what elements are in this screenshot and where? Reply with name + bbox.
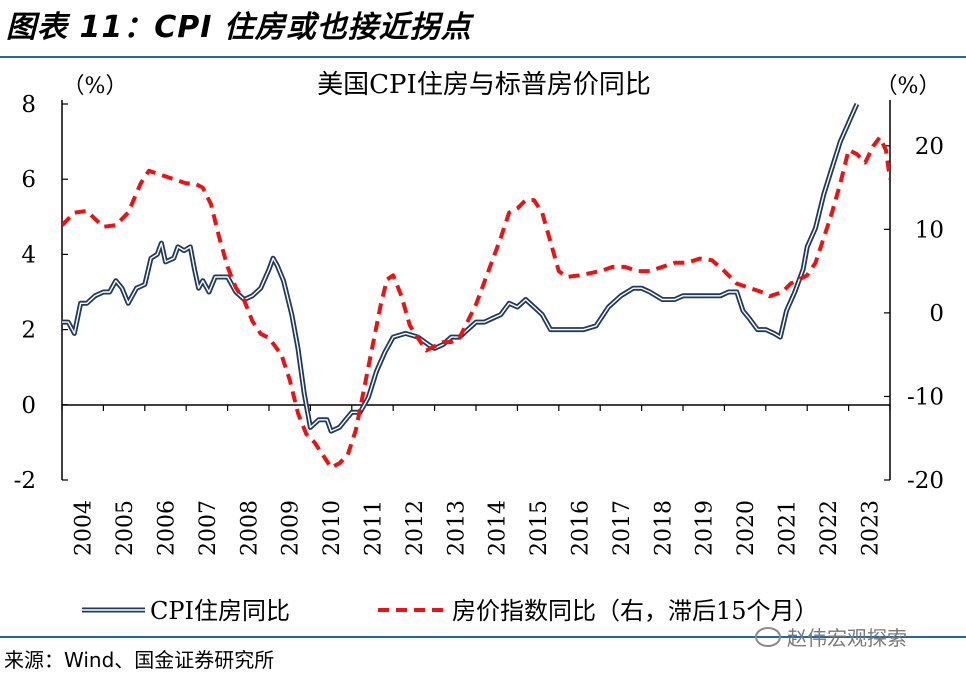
left-tick-label: 6 <box>21 167 36 193</box>
x-tick-label: 2008 <box>237 500 262 556</box>
wechat-icon <box>755 626 781 647</box>
right-tick-label: 20 <box>915 134 944 160</box>
x-tick-label: 2020 <box>734 500 759 556</box>
x-tick-label: 2006 <box>155 500 180 556</box>
x-tick-label: 2018 <box>651 500 676 556</box>
x-tick-label: 2021 <box>776 500 801 556</box>
x-tick-label: 2022 <box>817 500 842 556</box>
x-tick-label: 2016 <box>569 500 594 556</box>
chart-title: 美国CPI住房与标普房价同比 <box>317 70 651 100</box>
left-tick-label: 2 <box>21 318 36 344</box>
chart: 美国CPI住房与标普房价同比 （%） （%） 86420-220100-10-2… <box>14 70 944 625</box>
x-tick-label: 2009 <box>279 500 304 556</box>
right-tick-label: 10 <box>915 217 944 243</box>
legend: CPI住房同比 房价指数同比（右，滞后15个月） <box>82 597 819 625</box>
watermark: 赵伟宏观探索 <box>755 622 907 651</box>
legend-label-cpi: CPI住房同比 <box>150 597 290 625</box>
x-tick-label: 2011 <box>362 500 387 556</box>
right-tick-label: 0 <box>929 301 944 327</box>
top-rule <box>0 56 966 58</box>
x-tick-label: 2010 <box>320 500 345 556</box>
right-axis-unit: （%） <box>876 74 941 99</box>
x-tick-label: 2015 <box>527 500 552 556</box>
x-tick-label: 2013 <box>444 500 469 556</box>
left-tick-label: 0 <box>21 393 36 419</box>
series-line-cpi-housing-inner <box>62 103 858 432</box>
watermark-text: 赵伟宏观探索 <box>787 626 907 650</box>
axes <box>61 100 891 481</box>
left-tick-label: 8 <box>21 92 36 118</box>
left-tick-label: -2 <box>14 468 36 494</box>
left-tick-label: 4 <box>21 242 36 268</box>
figure-title: 图表 11：CPI 住房或也接近拐点 <box>6 10 472 45</box>
x-tick-label: 2017 <box>610 500 635 556</box>
x-tick-label: 2023 <box>858 500 883 556</box>
x-tick-label: 2004 <box>72 500 97 556</box>
x-tick-label: 2014 <box>486 500 511 556</box>
left-axis-unit: （%） <box>63 74 128 99</box>
x-tick-label: 2007 <box>196 500 221 556</box>
x-tick-label: 2005 <box>113 500 138 556</box>
right-tick-label: -10 <box>907 384 944 410</box>
bottom-rule <box>0 636 966 638</box>
legend-label-housing: 房价指数同比（右，滞后15个月） <box>452 597 819 625</box>
series-line-cpi-housing <box>62 102 860 434</box>
x-tick-label: 2012 <box>403 500 428 556</box>
x-tick-label: 2019 <box>693 500 718 556</box>
right-tick-label: -20 <box>907 468 944 494</box>
series-line-house-price <box>62 135 890 470</box>
series-layer <box>62 102 890 470</box>
source-note: 来源：Wind、国金证券研究所 <box>4 648 275 672</box>
